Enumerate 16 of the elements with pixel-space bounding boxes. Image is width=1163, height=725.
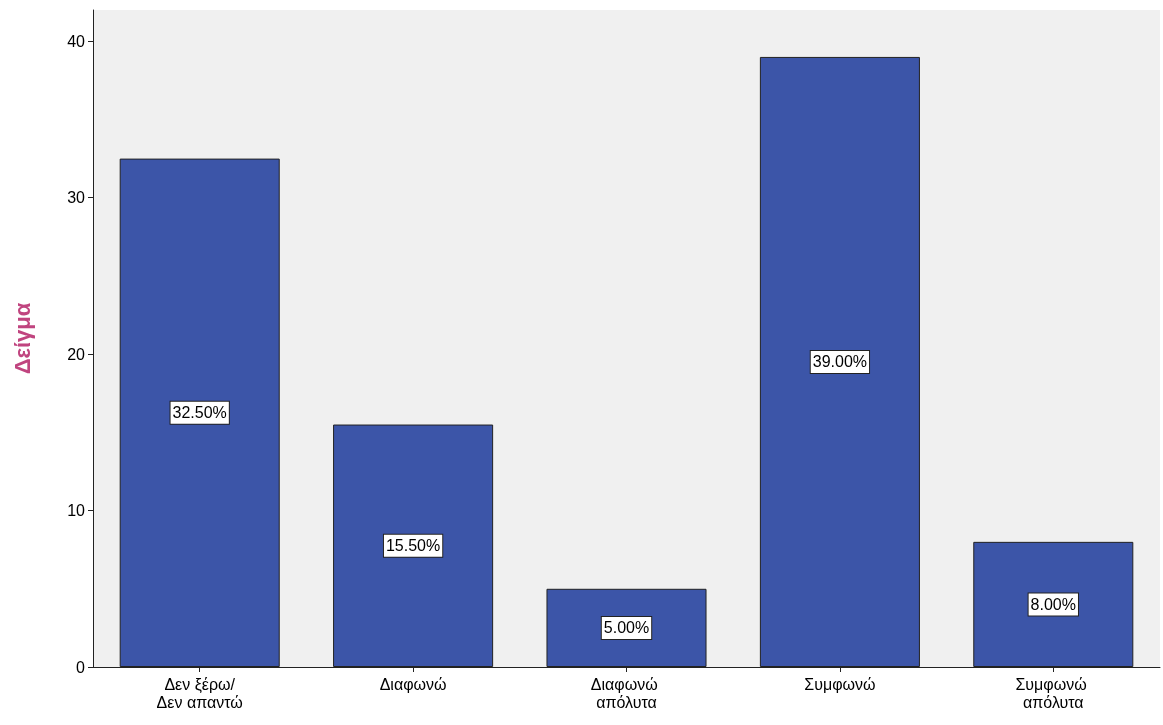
y-tick-label: 30 <box>67 189 86 207</box>
data-label: 5.00% <box>603 619 650 637</box>
x-tick-label: Διαφωνώ απόλυτα <box>590 675 663 711</box>
y-tick-label: 40 <box>67 32 86 50</box>
data-label: 39.00% <box>812 353 868 371</box>
y-tick-label: 10 <box>67 502 86 520</box>
y-tick-label: 0 <box>76 658 86 676</box>
x-tick-label: Συμφωνώ απόλυτα <box>1015 675 1092 711</box>
x-tick-label: Συμφωνώ <box>804 675 876 693</box>
y-tick-label: 20 <box>67 345 86 363</box>
data-label: 8.00% <box>1030 595 1076 613</box>
data-label: 32.50% <box>172 404 227 422</box>
data-label: 15.50% <box>385 537 441 555</box>
x-tick-label: Δεν ξέρω/Δεν απαντώ <box>156 675 243 711</box>
y-axis-title: Δείγμα <box>9 302 35 375</box>
x-tick-label: Διαφωνώ <box>379 675 447 693</box>
